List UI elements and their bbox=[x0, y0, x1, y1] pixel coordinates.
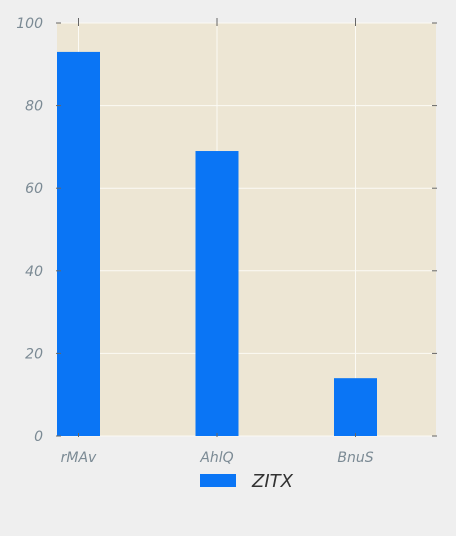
ytick-label-80: 80 bbox=[25, 99, 43, 115]
xtick-label-rMAv: rMAv bbox=[61, 450, 97, 466]
ytick-label-20: 20 bbox=[25, 346, 43, 362]
ytick-label-100: 100 bbox=[16, 16, 43, 32]
legend-label-zitx: ZITX bbox=[251, 471, 294, 492]
legend-swatch-zitx bbox=[200, 474, 236, 487]
bar-BnuS bbox=[334, 378, 377, 436]
xtick-label-BnuS: BnuS bbox=[337, 450, 373, 466]
ytick-label-40: 40 bbox=[25, 264, 43, 280]
bar-rMAv bbox=[57, 52, 100, 436]
ytick-label-60: 60 bbox=[25, 181, 43, 197]
xtick-label-AhlQ: AhlQ bbox=[199, 450, 233, 466]
bar-AhlQ bbox=[196, 151, 239, 436]
plot-area bbox=[57, 23, 436, 436]
legend: ZITX bbox=[200, 471, 294, 492]
ytick-label-0: 0 bbox=[34, 429, 43, 445]
